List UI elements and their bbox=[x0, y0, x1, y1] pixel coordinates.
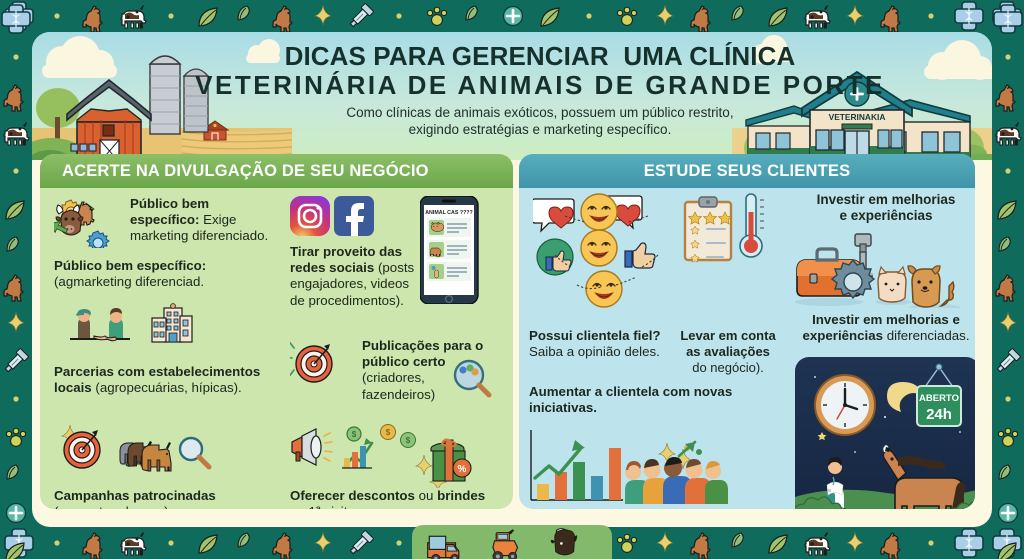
svg-text:$: $ bbox=[352, 430, 357, 439]
svg-text:%: % bbox=[458, 464, 467, 475]
svg-text:24h: 24h bbox=[926, 406, 952, 423]
svg-text:$: $ bbox=[386, 428, 391, 437]
svg-text:ABERTO: ABERTO bbox=[919, 393, 959, 404]
svg-text:$: $ bbox=[406, 436, 411, 445]
